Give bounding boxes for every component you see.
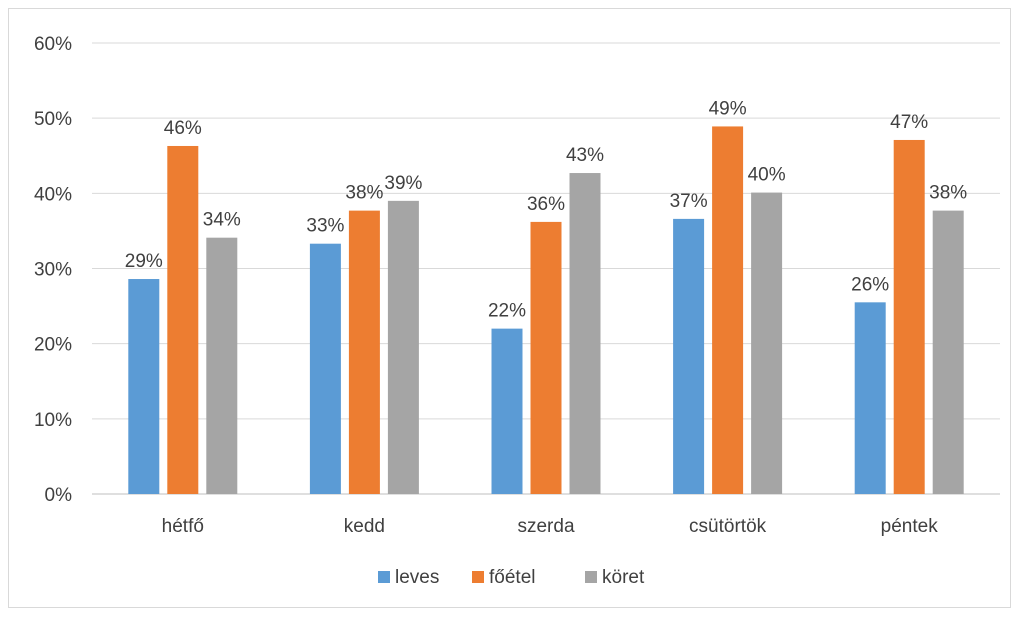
- bar-leves: [128, 279, 160, 494]
- data-labels: 29%46%34% 33%38% 39%22%36%43%37%49%40%26%4…: [125, 98, 968, 321]
- x-axis-categories: hétfő kedd szerda csütörtök péntek: [162, 516, 939, 537]
- category-label: szerda: [517, 516, 574, 537]
- data-label: 26%: [851, 274, 889, 295]
- category-label: hétfő: [162, 516, 204, 537]
- data-label: 22%: [488, 301, 526, 322]
- bar-főétel: [712, 126, 744, 494]
- legend-label-főétel: főétel: [489, 567, 535, 588]
- data-label: 36%: [527, 194, 565, 215]
- bar-főétel: [530, 221, 562, 494]
- data-label: 46%: [164, 118, 202, 139]
- y-tick-label: 40%: [34, 184, 72, 205]
- bar-köret: [387, 200, 419, 494]
- bar-főétel: [167, 145, 199, 494]
- data-label: 39%: [384, 173, 422, 194]
- y-tick-label: 20%: [34, 335, 72, 356]
- data-label: 38%: [929, 183, 967, 204]
- bar-leves: [854, 302, 886, 494]
- legend-label-köret: köret: [602, 567, 645, 588]
- bar-köret: [751, 192, 783, 494]
- legend-label-leves: leves: [395, 567, 439, 588]
- y-tick-label: 30%: [34, 260, 72, 281]
- legend: leves főétel köret: [378, 567, 645, 588]
- category-label: péntek: [881, 516, 939, 537]
- bars: [128, 126, 964, 494]
- bar-főétel: [348, 210, 380, 494]
- legend-swatch-főétel: [472, 571, 484, 583]
- data-label: 40%: [748, 165, 786, 186]
- bar-köret: [932, 210, 964, 494]
- category-label: csütörtök: [689, 516, 767, 537]
- bar-főétel: [893, 139, 925, 494]
- data-label: 38%: [345, 183, 383, 204]
- y-tick-label: 50%: [34, 109, 72, 130]
- data-label: 34%: [203, 210, 241, 231]
- y-tick-label: 0%: [45, 485, 73, 506]
- data-label: 49%: [709, 98, 747, 119]
- data-label: 47%: [890, 112, 928, 133]
- y-tick-label: 60%: [34, 34, 72, 55]
- bar-leves: [309, 243, 341, 494]
- data-label: 29%: [125, 251, 163, 272]
- legend-swatch-leves: [378, 571, 390, 583]
- bar-köret: [206, 237, 238, 494]
- data-label: 43%: [566, 145, 604, 166]
- category-label: kedd: [344, 516, 385, 537]
- bar-köret: [569, 173, 601, 494]
- y-tick-label: 10%: [34, 410, 72, 431]
- bar-leves: [673, 218, 705, 494]
- grid-lines: [92, 42, 1000, 495]
- legend-swatch-köret: [585, 571, 597, 583]
- data-label: 37%: [670, 191, 708, 212]
- bar-leves: [491, 328, 523, 494]
- y-axis-ticks: 0% 10% 20% 30% 40% 50% 60%: [34, 34, 72, 506]
- data-label: 33%: [306, 216, 344, 237]
